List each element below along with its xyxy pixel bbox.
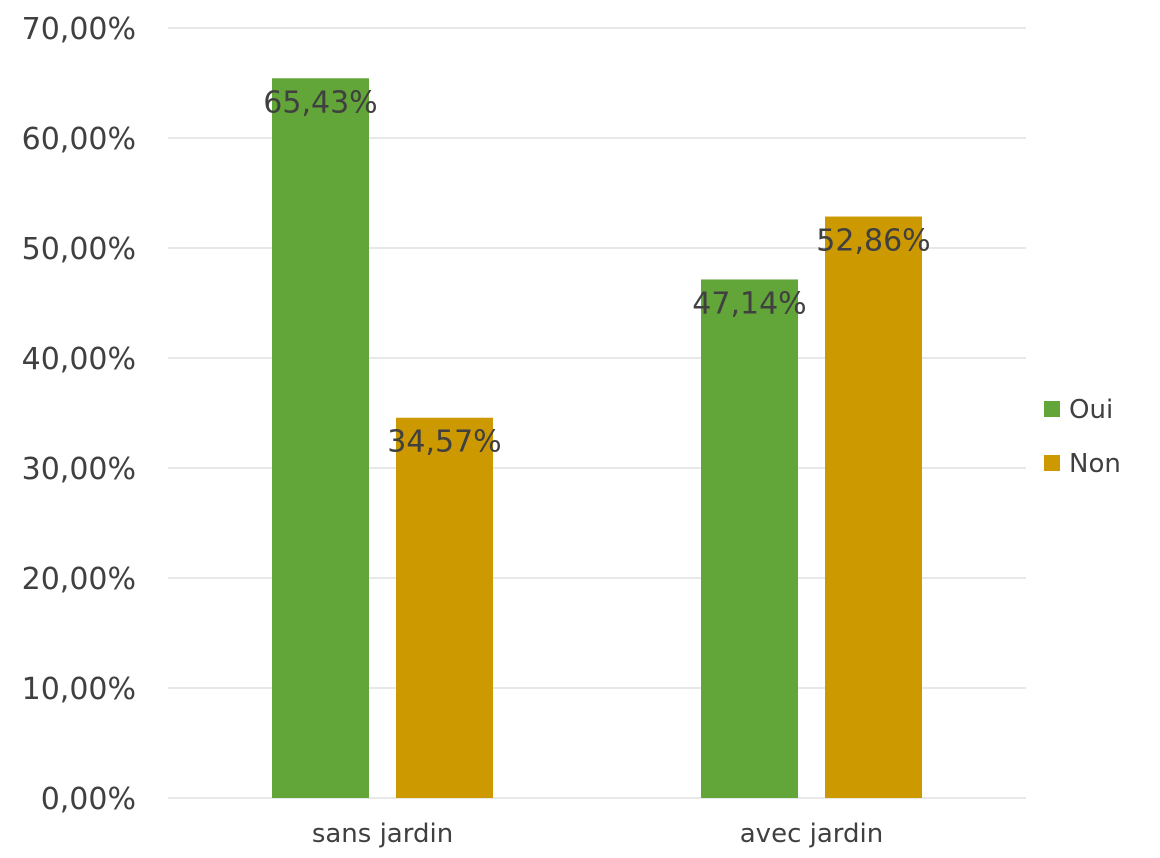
y-tick-label: 0,00% bbox=[41, 782, 136, 817]
y-axis-tick-labels: 0,00% 10,00% 20,00% 30,00% 40,00% 50,00% 60,00… bbox=[22, 12, 136, 817]
data-label: 47,14% bbox=[692, 286, 806, 321]
bar-non-1 bbox=[396, 417, 493, 798]
y-tick-label: 10,00% bbox=[22, 672, 136, 707]
bar-oui-1 bbox=[272, 78, 369, 798]
legend-label-oui: Oui bbox=[1069, 395, 1113, 425]
y-tick-label: 40,00% bbox=[22, 342, 136, 377]
data-labels: 65,43% 34,57% 47,14% 52,86% bbox=[263, 85, 930, 459]
bars bbox=[272, 78, 922, 799]
legend-swatch-oui bbox=[1044, 401, 1060, 417]
y-tick-label: 50,00% bbox=[22, 232, 136, 267]
data-label: 34,57% bbox=[387, 425, 501, 460]
y-tick-label: 20,00% bbox=[22, 562, 136, 597]
x-axis-category-labels: sans jardin avec jardin bbox=[312, 819, 883, 849]
data-label: 65,43% bbox=[263, 85, 377, 120]
y-tick-label: 70,00% bbox=[22, 12, 136, 47]
x-category-label: sans jardin bbox=[312, 819, 453, 849]
bar-oui-2 bbox=[701, 279, 798, 799]
y-tick-label: 60,00% bbox=[22, 122, 136, 157]
x-category-label: avec jardin bbox=[740, 819, 883, 849]
legend-label-non: Non bbox=[1069, 449, 1121, 479]
y-tick-label: 30,00% bbox=[22, 452, 136, 487]
data-label: 52,86% bbox=[816, 224, 930, 259]
bar-non-2 bbox=[825, 216, 922, 799]
legend-swatch-non bbox=[1044, 455, 1060, 471]
legend: Oui Non bbox=[1044, 395, 1121, 479]
